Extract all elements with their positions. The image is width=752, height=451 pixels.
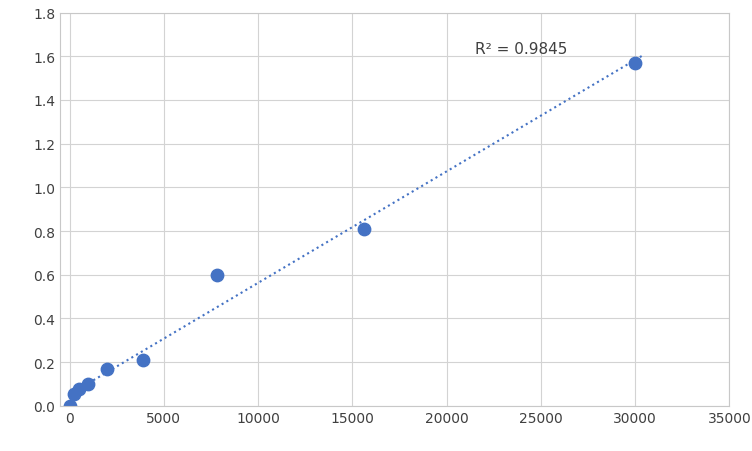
Point — [64, 402, 76, 410]
Point — [102, 365, 114, 373]
Point — [137, 356, 149, 364]
Point — [73, 386, 85, 393]
Point — [358, 226, 370, 233]
Point — [211, 272, 223, 279]
Text: R² = 0.9845: R² = 0.9845 — [475, 42, 567, 57]
Point — [83, 381, 95, 388]
Point — [68, 390, 80, 397]
Point — [629, 60, 641, 67]
